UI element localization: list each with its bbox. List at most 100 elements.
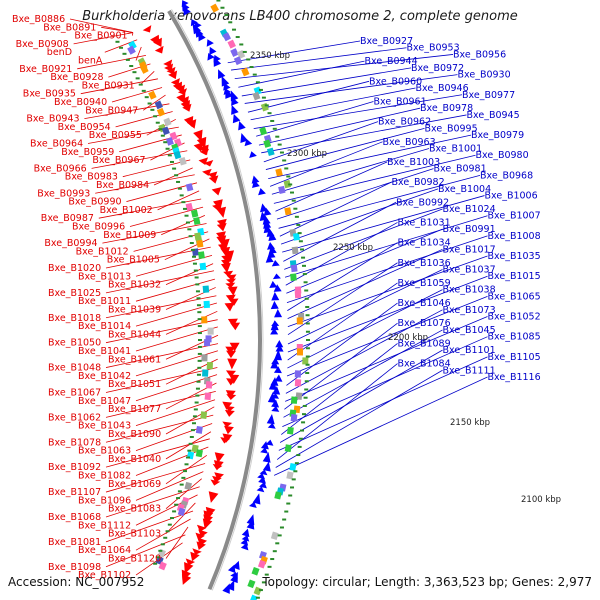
gene-label-left[interactable]: Bxe_B1014: [78, 321, 131, 332]
gene-label-left[interactable]: Bxe_B0928: [50, 72, 103, 83]
gene-label-left[interactable]: Bxe_B1051: [108, 379, 161, 390]
gene-label-left[interactable]: Bxe_B0967: [92, 155, 145, 166]
gene-label-right[interactable]: Bxe_B0960: [369, 76, 422, 87]
gene-label-left[interactable]: Bxe_B0891: [43, 22, 96, 33]
gene-label-left[interactable]: Bxe_B1103: [108, 529, 161, 540]
gene-label-left[interactable]: Bxe_B1005: [107, 255, 160, 266]
gene-label-left[interactable]: Bxe_B1083: [108, 504, 161, 515]
gene-label-right[interactable]: Bxe_B1073: [443, 305, 496, 316]
gene-label-left[interactable]: Bxe_B0959: [61, 147, 114, 158]
gene-label-right[interactable]: Bxe_B1076: [398, 318, 451, 329]
gene-label-right[interactable]: Bxe_B1037: [443, 264, 496, 275]
gene-label-right[interactable]: Bxe_B0978: [420, 103, 473, 114]
gene-label-right[interactable]: Bxe_B0991: [443, 224, 496, 235]
gene-label-left[interactable]: Bxe_B1009: [103, 230, 156, 241]
gene-label-right[interactable]: Bxe_B0956: [453, 49, 506, 60]
gene-label-left[interactable]: Bxe_B1120: [108, 553, 161, 564]
gene-label-right[interactable]: Bxe_B0968: [480, 170, 533, 181]
gene-label-right[interactable]: Bxe_B1001: [429, 144, 482, 155]
gene-label-left[interactable]: Bxe_B0901: [74, 31, 127, 42]
gene-label-left[interactable]: Bxe_B0966: [34, 163, 87, 174]
gene-label-left[interactable]: Bxe_B1011: [78, 296, 131, 307]
gene-label-left[interactable]: Bxe_B1107: [48, 487, 101, 498]
gene-label-left[interactable]: Bxe_B1096: [78, 495, 131, 506]
gene-label-left[interactable]: Bxe_B1047: [78, 396, 131, 407]
gene-label-right[interactable]: Bxe_B1046: [398, 298, 451, 309]
gene-label-right[interactable]: Bxe_B1035: [488, 251, 541, 262]
gene-label-left[interactable]: Bxe_B1041: [78, 346, 131, 357]
gene-label-right[interactable]: Bxe_B1085: [488, 332, 541, 343]
gene-label-left[interactable]: Bxe_B1062: [48, 412, 101, 423]
gene-label-left[interactable]: Bxe_B1050: [48, 338, 101, 349]
gene-label-right[interactable]: Bxe_B1111: [443, 365, 496, 376]
gene-label-left[interactable]: Bxe_B0984: [96, 180, 149, 191]
gene-label-left[interactable]: Bxe_B0964: [30, 138, 83, 149]
gene-label-right[interactable]: Bxe_B0953: [407, 43, 460, 54]
gene-label-left[interactable]: Bxe_B1002: [100, 205, 153, 216]
gene-label-left[interactable]: Bxe_B0994: [44, 238, 97, 249]
gene-label-left[interactable]: Bxe_B1039: [108, 304, 161, 315]
gene-label-left[interactable]: Bxe_B1018: [48, 313, 101, 324]
gene-label-left[interactable]: Bxe_B0886: [12, 14, 65, 25]
gene-label-right[interactable]: Bxe_B1017: [443, 244, 496, 255]
gene-label-left[interactable]: Bxe_B1025: [48, 288, 101, 299]
gene-label-right[interactable]: Bxe_B0979: [471, 130, 524, 141]
gene-label-left[interactable]: Bxe_B0940: [54, 97, 107, 108]
gene-label-left[interactable]: Bxe_B1032: [108, 280, 161, 291]
gene-label-left[interactable]: Bxe_B1048: [48, 363, 101, 374]
gene-label-left[interactable]: Bxe_B0996: [72, 221, 125, 232]
gene-label-right[interactable]: Bxe_B1015: [488, 271, 541, 282]
gene-label-right[interactable]: Bxe_B0946: [416, 83, 469, 94]
gene-label-right[interactable]: Bxe_B0963: [383, 137, 436, 148]
gene-label-left[interactable]: Bxe_B1042: [78, 371, 131, 382]
gene-label-left[interactable]: Bxe_B0935: [23, 89, 76, 100]
gene-label-right[interactable]: Bxe_B0945: [467, 110, 520, 121]
gene-label-left[interactable]: Bxe_B1077: [108, 404, 161, 415]
gene-label-left[interactable]: Bxe_B1012: [76, 246, 129, 257]
gene-label-right[interactable]: Bxe_B1031: [398, 217, 451, 228]
gene-label-right[interactable]: Bxe_B0982: [392, 177, 445, 188]
gene-label-left[interactable]: Bxe_B1112: [78, 520, 131, 531]
gene-label-left[interactable]: Bxe_B1102: [78, 570, 131, 581]
gene-label-left[interactable]: Bxe_B0954: [58, 122, 111, 133]
gene-label-right[interactable]: Bxe_B1038: [443, 285, 496, 296]
gene-label-left[interactable]: Bxe_B0908: [16, 39, 69, 50]
gene-label-right[interactable]: Bxe_B1036: [398, 258, 451, 269]
gene-label-right[interactable]: Bxe_B1089: [398, 338, 451, 349]
gene-label-right[interactable]: Bxe_B0977: [462, 90, 515, 101]
gene-label-right[interactable]: Bxe_B1052: [488, 312, 541, 323]
gene-label-right[interactable]: Bxe_B0962: [378, 117, 431, 128]
gene-label-right[interactable]: Bxe_B1034: [398, 238, 451, 249]
gene-label-right[interactable]: Bxe_B1007: [488, 211, 541, 222]
gene-label-left[interactable]: Bxe_B1082: [78, 470, 131, 481]
gene-label-left[interactable]: benA: [78, 55, 103, 66]
gene-label-left[interactable]: Bxe_B0921: [19, 64, 72, 75]
gene-label-right[interactable]: Bxe_B1045: [443, 325, 496, 336]
gene-label-right[interactable]: Bxe_B1024: [443, 204, 496, 215]
gene-label-left[interactable]: Bxe_B0987: [41, 213, 94, 224]
gene-label-left[interactable]: Bxe_B1092: [48, 462, 101, 473]
gene-label-right[interactable]: Bxe_B0981: [434, 164, 487, 175]
gene-label-right[interactable]: Bxe_B1084: [398, 359, 451, 370]
gene-label-right[interactable]: Bxe_B0995: [425, 123, 478, 134]
gene-label-left[interactable]: Bxe_B0983: [65, 172, 118, 183]
gene-label-left[interactable]: Bxe_B1098: [48, 562, 101, 573]
gene-label-left[interactable]: Bxe_B1090: [108, 429, 161, 440]
gene-label-right[interactable]: Bxe_B1065: [488, 291, 541, 302]
gene-label-right[interactable]: Bxe_B0944: [365, 56, 418, 67]
gene-label-left[interactable]: Bxe_B1068: [48, 512, 101, 523]
gene-label-left[interactable]: Bxe_B0990: [68, 197, 121, 208]
gene-label-right[interactable]: Bxe_B1059: [398, 278, 451, 289]
gene-label-right[interactable]: Bxe_B1006: [485, 191, 538, 202]
gene-label-left[interactable]: Bxe_B1078: [48, 437, 101, 448]
gene-label-right[interactable]: Bxe_B1008: [488, 231, 541, 242]
gene-label-right[interactable]: Bxe_B0972: [411, 63, 464, 74]
gene-label-right[interactable]: Bxe_B0930: [458, 70, 511, 81]
gene-label-left[interactable]: Bxe_B1081: [48, 537, 101, 548]
gene-label-left[interactable]: Bxe_B1061: [108, 354, 161, 365]
gene-label-left[interactable]: Bxe_B1063: [78, 446, 131, 457]
gene-label-right[interactable]: Bxe_B0980: [476, 150, 529, 161]
gene-label-left[interactable]: Bxe_B1040: [108, 454, 161, 465]
gene-label-right[interactable]: Bxe_B0961: [374, 96, 427, 107]
gene-label-left[interactable]: Bxe_B0931: [82, 80, 135, 91]
